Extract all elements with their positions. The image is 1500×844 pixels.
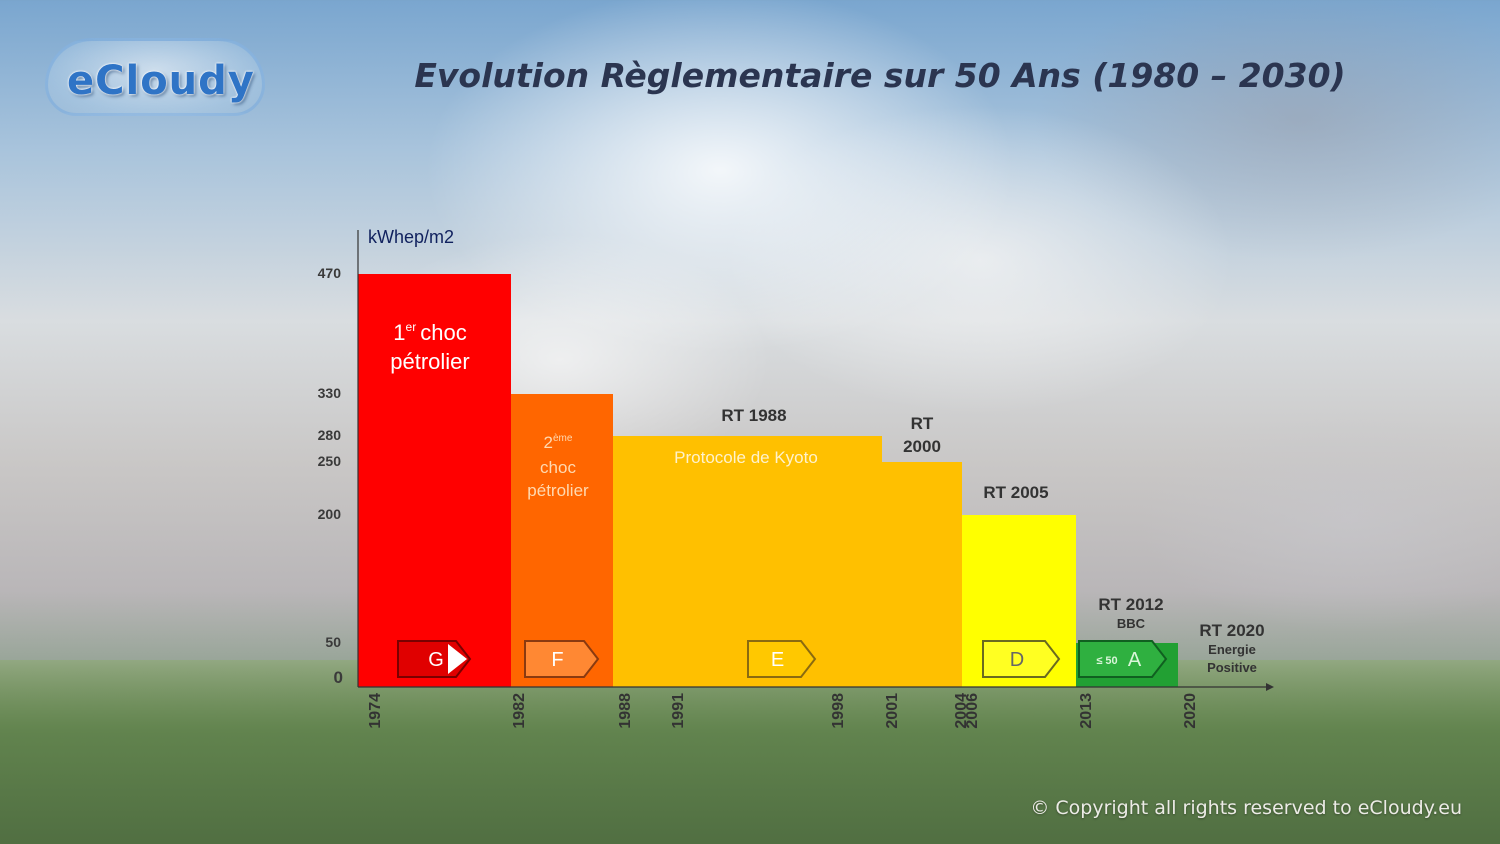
class-label-d: D [1010, 649, 1024, 671]
class-badge-d: D [982, 640, 1061, 678]
y-tick-label-330: 330 [318, 385, 342, 401]
x-tick-label-2004: 2004 [953, 693, 970, 729]
page-title: Evolution Règlementaire sur 50 Ans (1980… [414, 56, 1346, 95]
y-tick-label-200: 200 [318, 506, 342, 522]
y-tick-label-280: 280 [318, 427, 342, 443]
label-rt2005: RT 2005 [983, 483, 1048, 502]
logo-cloud-icon [45, 38, 265, 116]
y-tick-label-250: 250 [318, 453, 342, 469]
class-badge-arrow-d [982, 640, 1061, 678]
class-a-prefix: ≤ 50 [1096, 655, 1117, 667]
y-axis-label: kWhep/m2 [368, 227, 454, 247]
class-badge-arrow-e [747, 640, 817, 678]
label-rt2012: RT 2012 [1098, 595, 1163, 614]
label-positive: Positive [1207, 660, 1257, 675]
bar-segment-3-2001-2006 [882, 462, 962, 687]
x-axis-arrow-icon [1266, 683, 1274, 691]
bar-f-1982-1988 [511, 394, 613, 687]
label-rt2020: RT 2020 [1199, 621, 1264, 640]
class-label-e: E [771, 649, 784, 671]
x-tick-label-1998: 1998 [830, 693, 847, 729]
class-label-f: F [551, 649, 563, 671]
logo-text: eCloudy [67, 58, 255, 104]
label-rt1988: RT 1988 [721, 406, 786, 425]
y-tick-label-0: 0 [334, 668, 343, 687]
x-tick-label-1974: 1974 [367, 693, 384, 729]
ecloudy-logo: eCloudy [45, 38, 265, 116]
x-tick-label-2013: 2013 [1078, 693, 1095, 729]
annotation-choc1-line2: pétrolier [390, 349, 469, 374]
x-tick-label-1988: 1988 [617, 693, 634, 729]
class-badge-g-arrowhead [448, 644, 467, 674]
class-badge-f: F [524, 640, 600, 678]
annotation-choc2-line2: choc [540, 458, 576, 477]
annotation-choc1-line1: 1er choc [393, 320, 466, 345]
annotation-kyoto: Protocole de Kyoto [674, 448, 818, 467]
label-energie: Energie [1208, 642, 1256, 657]
class-label-a: A [1128, 649, 1142, 671]
x-tick-label-2006: 2006 [964, 693, 981, 729]
y-tick-label-50: 50 [325, 634, 341, 650]
x-tick-label-2001: 2001 [884, 693, 901, 729]
bar-g-1974-1982 [358, 274, 511, 687]
x-tick-label-2020: 2020 [1182, 693, 1199, 729]
x-tick-label-1982: 1982 [511, 693, 528, 729]
y-tick-label-470: 470 [318, 265, 342, 281]
copyright-text: © Copyright all rights reserved to eClou… [1030, 797, 1462, 819]
class-badge-arrow-a [1078, 640, 1168, 678]
class-badge-g: G [397, 640, 472, 678]
x-tick-label-1991: 1991 [670, 693, 687, 729]
label-rt2000-line2: 2000 [903, 437, 941, 456]
class-badge-a: A ≤ 50 [1078, 640, 1168, 678]
annotation-choc2-line1: 2ème [544, 433, 573, 452]
class-badge-arrow-f [524, 640, 600, 678]
label-bbc: BBC [1117, 616, 1146, 631]
class-label-g: G [428, 649, 444, 671]
label-rt2000-line1: RT [911, 414, 934, 433]
annotation-choc2-line3: pétrolier [527, 481, 589, 500]
class-badge-e: E [747, 640, 817, 678]
grass-field-background [0, 660, 1500, 844]
